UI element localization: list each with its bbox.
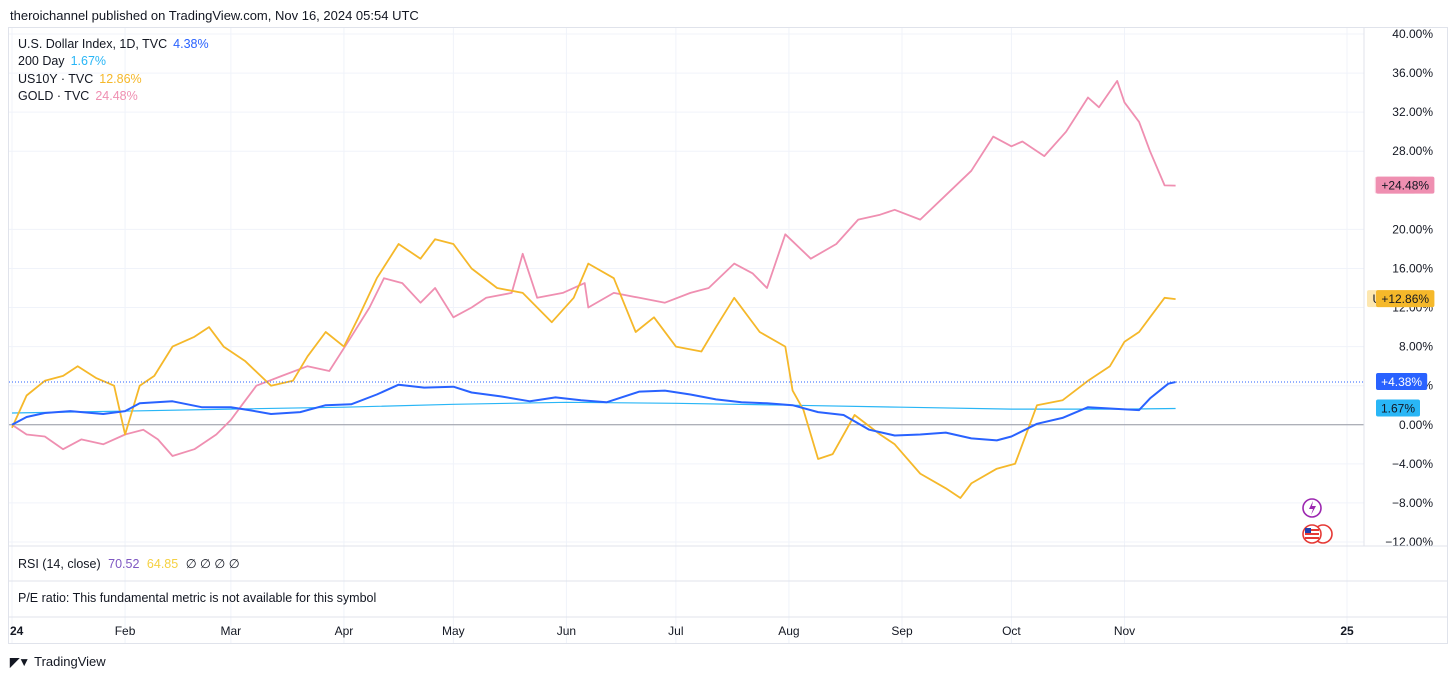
- price-tag-us10y[interactable]: US10Y+12.86%: [1367, 290, 1435, 308]
- brand-name: TradingView: [34, 654, 106, 669]
- rsi-value: 70.52: [108, 557, 140, 571]
- legend-name: 200 Day: [18, 54, 65, 69]
- y-tick-label: 36.00%: [1392, 66, 1433, 80]
- x-tick-label: Nov: [1114, 624, 1135, 638]
- y-tick-label: 20.00%: [1392, 222, 1433, 236]
- price-tag-ma[interactable]: 1.67%: [1376, 399, 1420, 417]
- x-tick-label: Sep: [891, 624, 913, 638]
- y-tick-label: 32.00%: [1392, 105, 1433, 119]
- y-tick-label: 8.00%: [1399, 340, 1433, 354]
- tag-value: +24.48%: [1381, 179, 1429, 193]
- legend-row-gold[interactable]: GOLD · TVC 24.48%: [18, 88, 215, 105]
- x-axis-labels: 24 Feb Mar Apr May Jun Jul Aug Sep Oct Nov 25: [10, 624, 1354, 638]
- series-line-us10y[interactable]: [11, 238, 1176, 499]
- legend: U.S. Dollar Index, 1D, TVC 4.38% 200 Day 1…: [18, 36, 215, 105]
- flag-stripe-icon: [1305, 533, 1319, 535]
- flag-stripe-icon: [1305, 537, 1319, 539]
- x-tick-label: Aug: [778, 624, 799, 638]
- y-tick-label: 40.00%: [1392, 27, 1433, 41]
- series-line-dxy[interactable]: [11, 381, 1176, 442]
- x-tick-label: Mar: [221, 624, 242, 638]
- flag-stripe-icon: [1305, 529, 1319, 531]
- x-tick-label: Oct: [1002, 624, 1021, 638]
- tradingview-logo-icon: ◤▼: [10, 654, 30, 669]
- rsi-label: RSI (14, close): [18, 557, 101, 571]
- tag-value: 1.67%: [1381, 401, 1415, 415]
- chart-frame[interactable]: [8, 27, 1448, 644]
- y-tick-label: −4.00%: [1392, 457, 1433, 471]
- legend-row-us10y[interactable]: US10Y · TVC 12.86%: [18, 71, 215, 88]
- footer-brand[interactable]: ◤▼ TradingView: [10, 654, 106, 669]
- tag-value-bg: [1376, 290, 1435, 308]
- series-line-gold[interactable]: [11, 80, 1176, 457]
- y-tick-label: 16.00%: [1392, 261, 1433, 275]
- x-tick-label: Feb: [115, 624, 136, 638]
- rsi-ma-value: 64.85: [146, 557, 179, 571]
- price-tag-dxy[interactable]: DXY+4.38%: [1376, 372, 1428, 390]
- tag-value: +12.86%: [1381, 292, 1429, 306]
- y-tick-label: 28.00%: [1392, 144, 1433, 158]
- price-tags: GOLD+24.48% US10Y+12.86% DXY+4.38% 1.67%: [1367, 176, 1435, 417]
- legend-name: US10Y · TVC: [18, 71, 94, 86]
- legend-name: GOLD · TVC: [18, 88, 90, 103]
- x-tick-label: 25: [1340, 624, 1354, 638]
- legend-row-200day[interactable]: 200 Day 1.67%: [18, 53, 215, 70]
- pe-ratio-message: P/E ratio: This fundamental metric is no…: [18, 591, 377, 605]
- x-tick-label: Jun: [557, 624, 576, 638]
- published-caption: theroichannel published on TradingView.c…: [10, 8, 419, 23]
- series-lines: [9, 80, 1364, 499]
- x-tick-label: Apr: [335, 624, 354, 638]
- legend-name: U.S. Dollar Index, 1D, TVC: [18, 37, 168, 51]
- x-tick-label: 24: [10, 624, 24, 638]
- tag-value: +4.38%: [1381, 375, 1422, 389]
- y-tick-label: −8.00%: [1392, 496, 1433, 510]
- rsi-empty-values: ∅ ∅ ∅ ∅: [185, 557, 240, 571]
- y-axis-labels: 40.00%36.00%32.00%28.00%20.00%16.00%12.0…: [1385, 27, 1433, 549]
- flag-canton-icon: [1305, 528, 1311, 533]
- legend-value: 24.48%: [95, 88, 138, 103]
- price-tag-gold[interactable]: GOLD+24.48%: [1374, 176, 1435, 194]
- tag-value-bg: [1376, 176, 1435, 194]
- legend-value: 12.86%: [99, 71, 142, 86]
- legend-value: 4.38%: [173, 37, 209, 51]
- x-tick-label: May: [442, 624, 465, 638]
- legend-row-dxy[interactable]: U.S. Dollar Index, 1D, TVC 4.38%: [18, 36, 215, 53]
- lightning-bolt-icon: [1309, 501, 1316, 515]
- grid-lines: [9, 28, 1364, 643]
- event-icons: [1302, 498, 1333, 544]
- y-tick-label: −12.00%: [1385, 535, 1433, 549]
- x-tick-label: Jul: [668, 624, 683, 638]
- legend-value: 1.67%: [70, 54, 107, 69]
- series-line-200-day[interactable]: [11, 401, 1176, 414]
- tag-value-bg: [1376, 372, 1428, 390]
- tag-value-bg: [1376, 399, 1420, 417]
- y-tick-label: 0.00%: [1399, 418, 1433, 432]
- pe-ratio-pane: P/E ratio: This fundamental metric is no…: [18, 591, 376, 605]
- pane-dividers: [9, 28, 1447, 618]
- rsi-pane-legend[interactable]: RSI (14, close) 70.52 64.85 ∅ ∅ ∅ ∅: [18, 556, 240, 571]
